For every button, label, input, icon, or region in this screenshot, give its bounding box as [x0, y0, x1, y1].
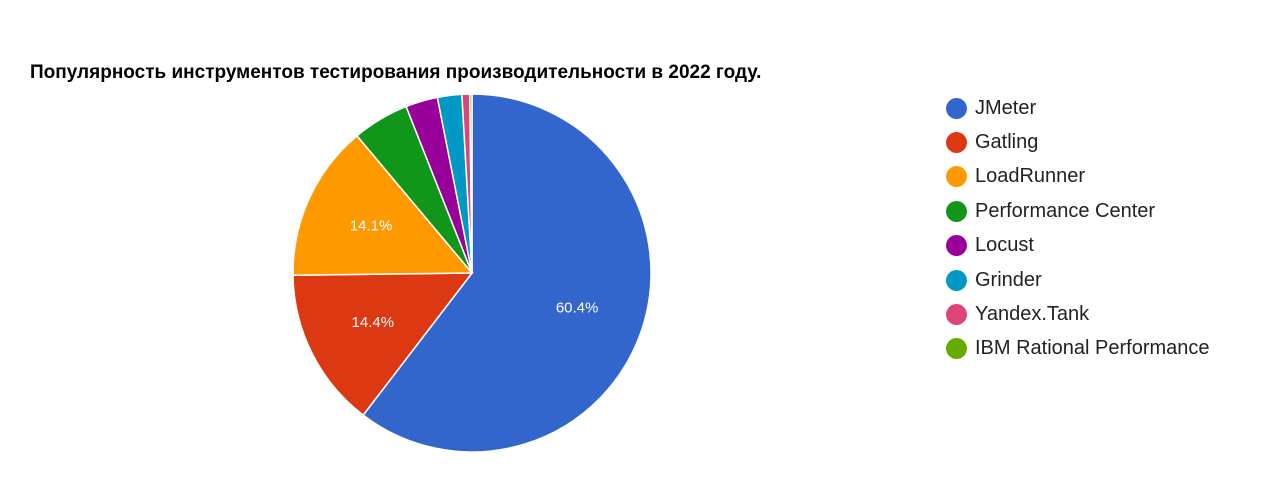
legend-color-dot: [946, 235, 967, 257]
legend-color-dot: [946, 304, 967, 326]
legend-color-dot: [946, 97, 967, 119]
legend-item: Grinder: [946, 263, 1210, 297]
legend-item: LoadRunner: [946, 160, 1210, 194]
legend-item: Performance Center: [946, 194, 1210, 228]
legend-label: Locust: [975, 234, 1034, 257]
pie-slice-loadrunner: [292, 134, 474, 277]
legend-label: IBM Rational Performance: [975, 337, 1210, 360]
legend-color-dot: [946, 200, 967, 222]
pie-slice-gatling: [292, 272, 474, 417]
legend-color-dot: [946, 166, 967, 188]
legend-item: Locust: [946, 229, 1210, 263]
legend: JMeter Gatling LoadRunner Performance Cente…: [946, 91, 1210, 366]
legend-color-dot: [946, 132, 967, 154]
legend-item: Yandex.Tank: [946, 297, 1210, 331]
slice-label-jmeter: 60.4%: [556, 300, 599, 317]
legend-item: IBM Rational Performance: [946, 332, 1210, 366]
chart-title: Популярность инструментов тестирования п…: [30, 62, 762, 83]
slice-label-gatling: 14.4%: [352, 314, 395, 331]
legend-color-dot: [946, 338, 967, 360]
legend-label: Grinder: [975, 268, 1042, 291]
legend-item: Gatling: [946, 125, 1210, 159]
legend-item: JMeter: [946, 91, 1210, 125]
legend-label: Gatling: [975, 131, 1039, 154]
slice-label-loadrunner: 14.1%: [350, 218, 393, 235]
pie-slice-ibm-rational-performance: [468, 93, 473, 274]
legend-label: Yandex.Tank: [975, 303, 1090, 326]
pie-slice-jmeter: [362, 93, 652, 453]
legend-label: Performance Center: [975, 199, 1156, 222]
legend-label: LoadRunner: [975, 165, 1086, 188]
legend-label: JMeter: [975, 96, 1037, 119]
legend-color-dot: [946, 269, 967, 291]
